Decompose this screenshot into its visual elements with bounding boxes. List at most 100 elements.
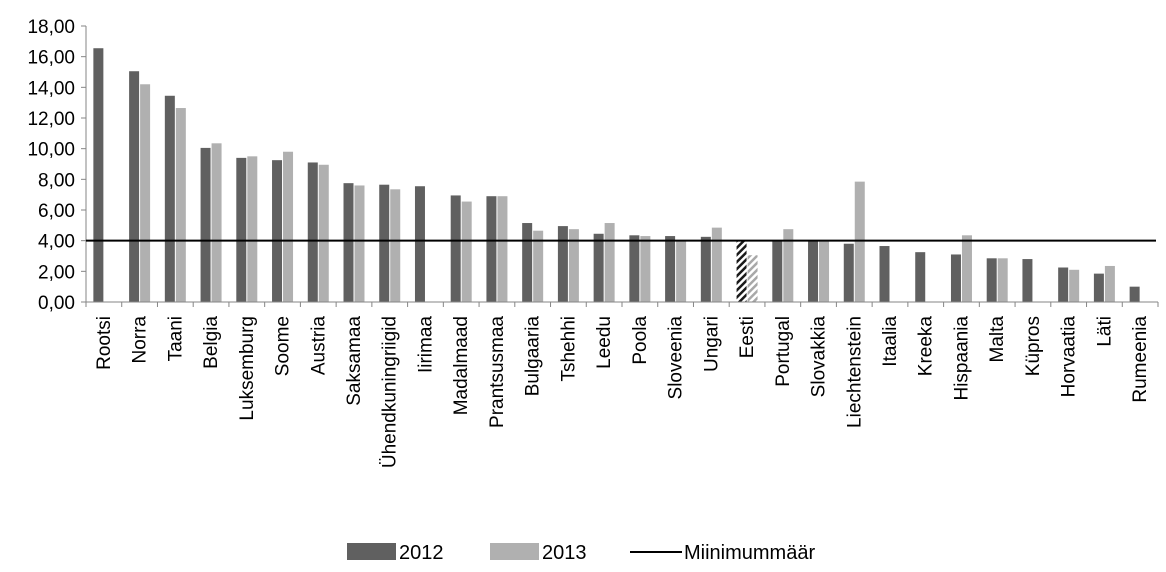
bar-2013 (604, 223, 615, 302)
category-label: Tshehhi (558, 316, 579, 382)
category-label: Itaalia (880, 316, 901, 367)
category-label: Leedu (594, 316, 615, 369)
bar-2012 (343, 183, 354, 302)
x-axis (85, 301, 1159, 307)
bar-2012 (1022, 259, 1033, 302)
bar-2012 (450, 195, 461, 302)
category-label: Poola (630, 316, 651, 365)
category-label: Küpros (1023, 316, 1044, 376)
bar-2013 (283, 151, 294, 302)
y-tick-label: 6,00 (38, 201, 75, 222)
bar-2013 (354, 185, 365, 302)
y-axis: 0,00 2,00 4,00 6,00 8,00 10,00 12,00 14,00 16,00… (27, 17, 87, 314)
bar-2012 (486, 196, 497, 302)
bar-2012 (1058, 267, 1069, 302)
bar-2012 (307, 162, 318, 302)
bar-2013 (568, 229, 579, 302)
y-tick-label: 18,00 (27, 17, 75, 38)
bar-2013 (711, 227, 722, 302)
bar-2013 (1104, 265, 1115, 302)
bar-2013 (140, 84, 151, 303)
bar-2013 (783, 229, 794, 302)
category-label: Taani (165, 316, 186, 361)
legend-label-2013: 2013 (542, 542, 587, 564)
category-label: Rumeenia (1130, 316, 1151, 403)
bar-2012 (1129, 286, 1140, 302)
category-label: Läti (1094, 316, 1115, 347)
category-label: Eesti (737, 316, 758, 358)
bar-2013 (390, 189, 401, 302)
bar-2012 (522, 223, 533, 302)
category-label: Austria (308, 316, 329, 376)
y-tick-label: 4,00 (38, 232, 75, 253)
y-tick-label: 8,00 (38, 170, 75, 191)
legend-label-reference-line: Miinimummäär (684, 542, 815, 564)
bar-2013 (533, 230, 544, 302)
bar-2013 (854, 181, 865, 302)
bar-2013 (175, 108, 186, 303)
category-label: Liechtenstein (844, 316, 865, 428)
bar-2012 (164, 95, 175, 303)
bar-2012 (129, 71, 140, 302)
bar-2012 (1093, 273, 1104, 302)
y-tick-label: 0,00 (38, 293, 75, 314)
bar-2013 (640, 236, 651, 302)
category-label: Luksemburg (237, 316, 258, 421)
bar-2012 (629, 235, 640, 302)
bar-2013 (318, 164, 329, 302)
category-label: Sloveenia (666, 316, 687, 400)
bar-2012 (593, 233, 604, 302)
bar-2012 (772, 240, 783, 302)
category-label: Saksamaa (344, 316, 365, 406)
bar-2013 (997, 258, 1008, 302)
category-label: Malta (987, 316, 1008, 363)
bar-2013 (1069, 269, 1080, 302)
category-label: Horvaatia (1059, 316, 1080, 398)
bar-2013 (247, 156, 258, 302)
legend: 2012 2013 Miinimummäär (347, 542, 815, 564)
bar-2012 (986, 258, 997, 302)
bar-2013 (819, 241, 830, 302)
bars (93, 48, 1140, 303)
bar-2013 (961, 235, 972, 302)
category-label: Rootsi (94, 316, 115, 370)
category-label: Bulgaaria (523, 316, 544, 397)
category-label: Soome (273, 316, 294, 376)
category-label: Madalmaad (451, 316, 472, 415)
bar-2012 (879, 246, 890, 302)
category-label: Belgia (201, 316, 222, 369)
category-label: Hispaania (951, 316, 972, 401)
category-label: Prantsusmaa (487, 316, 508, 428)
y-tick-label: 14,00 (27, 78, 75, 99)
bar-2012 (93, 48, 104, 302)
legend-swatch-2012 (347, 543, 396, 560)
bar-2013 (461, 201, 472, 302)
legend-swatch-2013 (490, 543, 539, 560)
bar-2012 (379, 184, 390, 302)
bar-2013 (747, 255, 758, 302)
bar-2012 (200, 147, 211, 302)
bar-2013 (676, 241, 687, 302)
bar-2012 (414, 186, 425, 302)
bar-2012 (843, 243, 854, 302)
category-label: Ühendkuningriigid (380, 316, 401, 468)
category-label: Ungari (701, 316, 722, 372)
category-label: Iirimaa (415, 316, 436, 373)
y-tick-label: 2,00 (38, 262, 75, 283)
bar-2012 (557, 226, 568, 302)
bar-2012 (236, 157, 247, 302)
bar-2012 (272, 160, 283, 302)
category-labels: Rootsi Norra Taani Belgia Luksemburg Soome Aus… (94, 316, 1151, 469)
bar-2013 (211, 143, 222, 302)
y-tick-label: 12,00 (27, 109, 75, 130)
bar-2012 (808, 240, 819, 302)
bar-2012 (950, 254, 961, 302)
category-label: Kreeka (916, 316, 937, 377)
y-tick-label: 16,00 (27, 48, 75, 69)
legend-label-2012: 2012 (399, 542, 444, 564)
bar-2012 (915, 252, 926, 302)
y-tick-label: 10,00 (27, 140, 75, 161)
category-label: Portugal (773, 316, 794, 387)
bar-2012 (700, 236, 711, 302)
